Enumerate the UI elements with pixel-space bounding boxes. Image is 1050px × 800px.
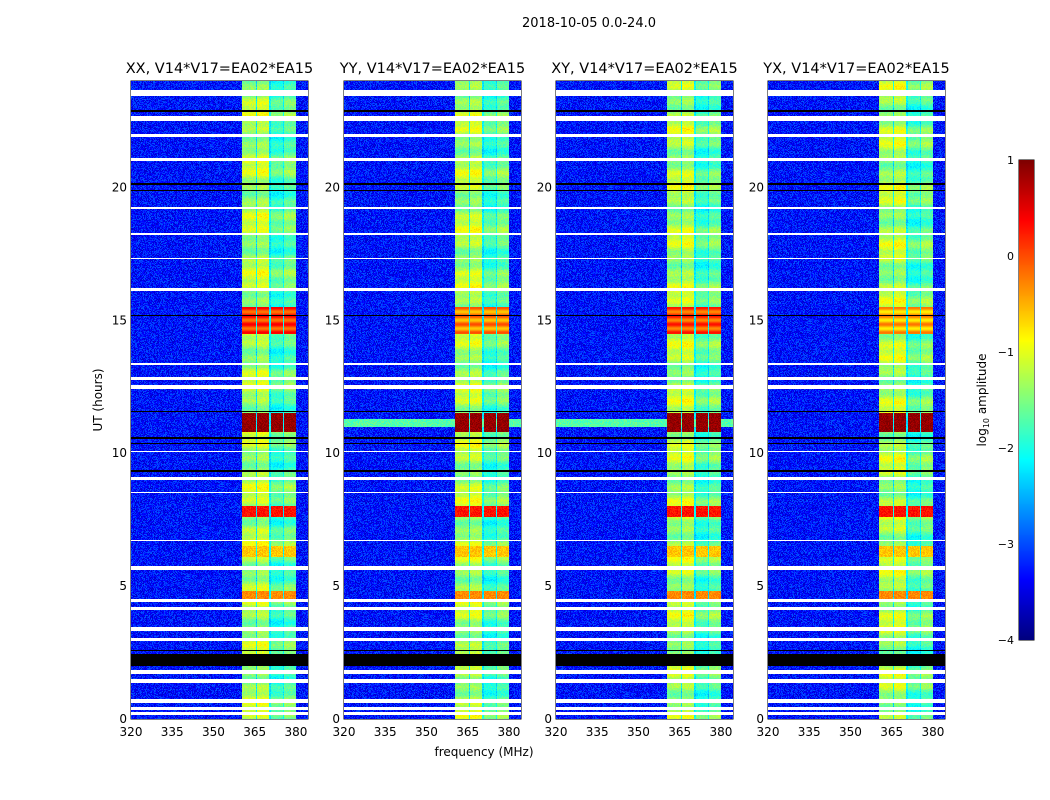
panel-title: XX, V14*V17=EA02*EA15 xyxy=(126,61,314,77)
x-tick-label: 380 xyxy=(284,725,307,739)
y-tick-label: 5 xyxy=(544,579,552,593)
y-axis-label: UT (hours) xyxy=(91,368,105,431)
y-tick-label: 0 xyxy=(119,712,127,726)
y-tick-label: 10 xyxy=(112,446,127,460)
y-tick-label: 20 xyxy=(325,180,340,194)
x-tick-label: 380 xyxy=(497,725,520,739)
y-tick-label: 0 xyxy=(756,712,764,726)
x-tick-label: 320 xyxy=(545,725,568,739)
x-tick-label: 335 xyxy=(161,725,184,739)
y-tick-label: 5 xyxy=(332,579,340,593)
y-tick-label: 15 xyxy=(112,313,127,327)
panel-title: YY, V14*V17=EA02*EA15 xyxy=(339,61,525,77)
x-tick-label: 365 xyxy=(243,725,266,739)
spectrogram-panel-2 xyxy=(344,81,521,719)
y-tick-label: 10 xyxy=(537,446,552,460)
x-tick-label: 320 xyxy=(757,725,780,739)
colorbar-gradient xyxy=(1019,160,1034,640)
y-tick-label: 20 xyxy=(112,180,127,194)
colorbar-tick-label: −2 xyxy=(998,442,1014,455)
y-tick-label: 0 xyxy=(544,712,552,726)
x-tick-label: 320 xyxy=(333,725,356,739)
x-tick-label: 350 xyxy=(627,725,650,739)
y-tick-label: 5 xyxy=(756,579,764,593)
spectrogram-panel-3 xyxy=(556,81,733,719)
y-tick-label: 15 xyxy=(325,313,340,327)
colorbar-tick-label: −3 xyxy=(998,538,1014,551)
spectrogram-panel-4 xyxy=(768,81,945,719)
x-tick-label: 335 xyxy=(586,725,609,739)
y-tick-label: 0 xyxy=(332,712,340,726)
x-tick-label: 380 xyxy=(921,725,944,739)
colorbar-tick-label: 0 xyxy=(1007,250,1014,263)
x-axis-label: frequency (MHz) xyxy=(434,745,533,759)
y-tick-label: 15 xyxy=(537,313,552,327)
y-tick-label: 10 xyxy=(325,446,340,460)
colorbar-tick-label: −4 xyxy=(998,634,1014,647)
y-tick-label: 20 xyxy=(537,180,552,194)
x-tick-label: 380 xyxy=(709,725,732,739)
x-tick-label: 350 xyxy=(839,725,862,739)
figure-title: 2018-10-05 0.0-24.0 xyxy=(522,16,656,31)
x-tick-label: 365 xyxy=(668,725,691,739)
panel-title: XY, V14*V17=EA02*EA15 xyxy=(551,61,737,77)
y-tick-label: 15 xyxy=(749,313,764,327)
x-tick-label: 350 xyxy=(415,725,438,739)
x-tick-label: 365 xyxy=(880,725,903,739)
spectrogram-panel-1 xyxy=(131,81,308,719)
y-tick-label: 10 xyxy=(749,446,764,460)
x-tick-label: 335 xyxy=(798,725,821,739)
panel-title: YX, V14*V17=EA02*EA15 xyxy=(762,61,949,77)
x-tick-label: 350 xyxy=(202,725,225,739)
x-tick-label: 335 xyxy=(374,725,397,739)
colorbar-tick-label: 1 xyxy=(1007,154,1014,167)
y-tick-label: 20 xyxy=(749,180,764,194)
x-tick-label: 365 xyxy=(456,725,479,739)
x-tick-label: 320 xyxy=(120,725,143,739)
y-tick-label: 5 xyxy=(119,579,127,593)
colorbar-tick-label: −1 xyxy=(998,346,1014,359)
colorbar-label: log10 amplitude xyxy=(975,354,991,447)
